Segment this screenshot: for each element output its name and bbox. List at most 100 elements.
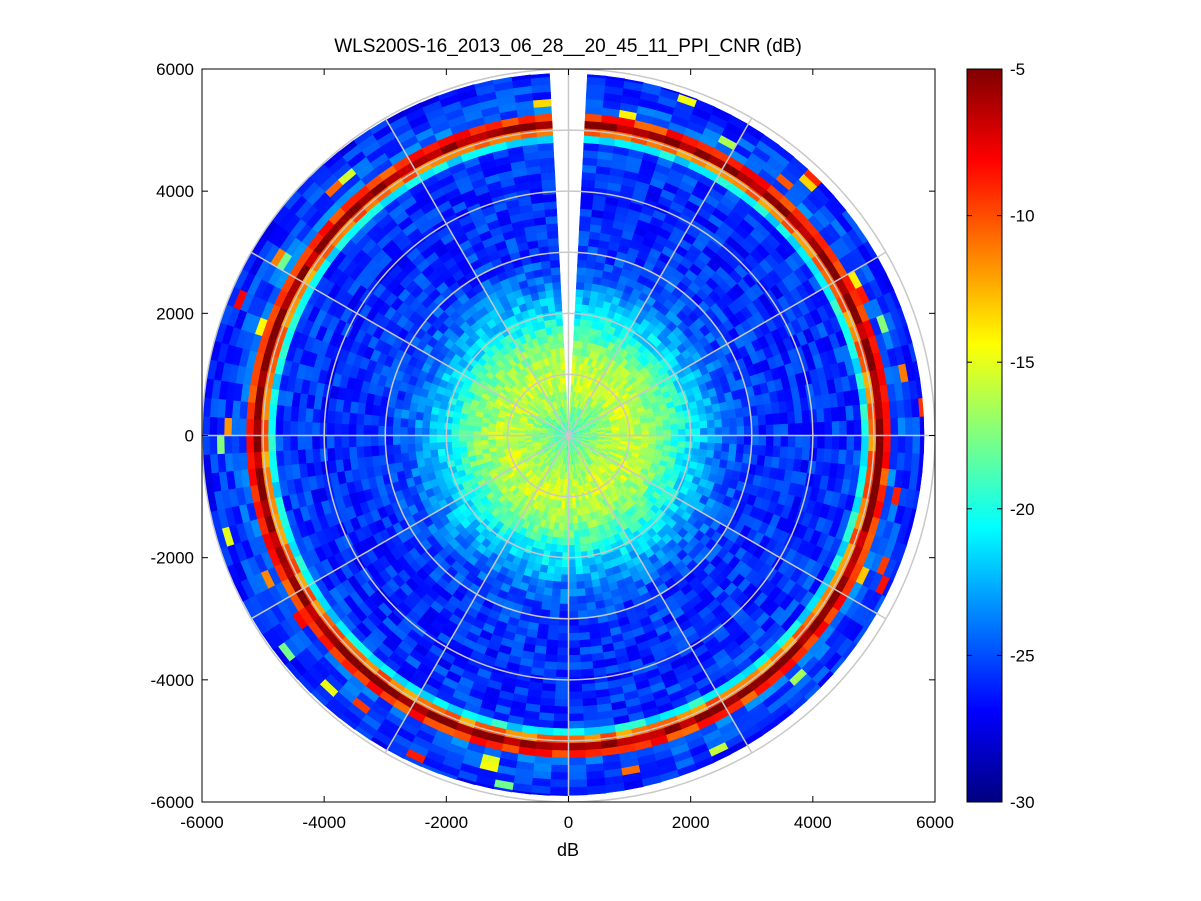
cnr-cell <box>875 418 884 436</box>
cnr-cell <box>558 610 569 620</box>
cnr-cell <box>568 713 584 722</box>
cnr-cell <box>559 588 569 598</box>
cnr-cell <box>809 422 818 436</box>
cnr-cell <box>861 435 870 452</box>
cnr-cell <box>852 450 862 467</box>
cnr-cell <box>568 728 585 737</box>
cnr-cell <box>260 403 270 421</box>
cnr-cell <box>543 661 557 670</box>
cnr-cell <box>759 134 780 152</box>
cnr-cell <box>348 435 357 448</box>
cnr-cell <box>290 449 300 465</box>
cnr-cell <box>549 786 569 795</box>
cnr-cell <box>714 435 723 444</box>
cnr-cell <box>568 647 581 656</box>
cnr-cell <box>407 410 417 420</box>
cnr-cell <box>684 441 694 449</box>
cnr-cell <box>450 429 459 436</box>
cnr-cell <box>852 404 862 421</box>
cnr-cell <box>304 407 314 423</box>
cnr-cell <box>326 409 336 424</box>
cnr-cell <box>859 403 869 421</box>
cnr-cell <box>568 735 585 744</box>
cnr-cell <box>568 691 583 700</box>
cnr-cell <box>415 411 424 421</box>
cnr-cell <box>443 428 452 436</box>
cnr-cell <box>268 450 278 468</box>
cnr-cell <box>465 424 474 431</box>
cnr-cell <box>541 594 552 604</box>
cnr-cell <box>551 750 569 759</box>
cnr-cell <box>304 448 314 464</box>
cnr-cell <box>574 318 582 327</box>
cnr-cell <box>890 417 899 436</box>
cnr-cell <box>890 435 899 454</box>
cnr-cell <box>576 274 586 283</box>
cnr-cell <box>817 435 826 450</box>
cnr-cell <box>399 435 408 445</box>
cnr-cell <box>587 557 597 567</box>
cnr-cell <box>582 712 599 722</box>
cnr-cell <box>758 435 767 447</box>
cnr-cell <box>867 403 877 421</box>
cnr-cell <box>209 416 218 436</box>
cnr-cell <box>700 427 709 436</box>
cnr-cell <box>575 581 585 590</box>
cnr-cell <box>414 419 423 429</box>
cnr-cell <box>700 435 709 444</box>
cnr-cell <box>707 427 716 436</box>
cnr-cell <box>568 545 575 554</box>
cnr-cell <box>678 435 687 442</box>
cnr-cell <box>260 435 269 452</box>
cnr-cell <box>663 435 672 442</box>
cnr-cell <box>605 75 626 82</box>
cnr-cell <box>624 78 644 85</box>
cnr-cell <box>751 425 760 436</box>
cnr-cell <box>443 435 452 443</box>
cnr-cell <box>282 435 291 451</box>
cnr-cell <box>582 565 591 575</box>
cnr-cell <box>245 418 254 436</box>
cnr-cell <box>641 426 650 432</box>
cnr-cell <box>385 425 394 436</box>
cnr-cell <box>853 435 862 452</box>
cnr-cell <box>572 515 578 524</box>
cnr-cell <box>743 435 753 446</box>
cnr-cell <box>692 441 701 450</box>
cnr-cell <box>830 406 840 422</box>
cnr-cell <box>721 443 730 453</box>
cnr-cell <box>355 424 364 436</box>
cnr-cell <box>757 414 767 426</box>
cnr-cell <box>451 441 460 449</box>
cnr-cell <box>721 435 731 445</box>
cnr-cell <box>859 450 869 468</box>
cnr-cell <box>677 441 686 449</box>
cnr-cell <box>538 712 555 722</box>
cnr-cell <box>579 215 592 225</box>
cnr-cell <box>736 426 745 436</box>
cnr-cell <box>377 425 386 436</box>
cnr-cell <box>393 452 403 464</box>
cnr-cell <box>429 449 439 458</box>
cnr-cell <box>580 186 595 196</box>
cnr-cell <box>919 435 925 455</box>
cnr-cell <box>579 646 592 656</box>
cnr-cell <box>794 447 803 461</box>
cnr-cell <box>578 624 590 634</box>
cnr-cell <box>824 435 833 450</box>
cnr-cell <box>550 595 561 605</box>
cnr-cell <box>556 654 569 663</box>
cnr-cell <box>883 418 892 436</box>
cnr-cell <box>549 779 569 788</box>
cnr-cell <box>579 543 588 553</box>
cnr-cell <box>846 435 855 451</box>
cnr-cell <box>583 734 601 744</box>
cnr-cell <box>560 581 569 590</box>
cnr-cell <box>406 435 416 445</box>
cnr-cell <box>662 419 671 426</box>
cnr-cell <box>568 720 585 729</box>
cnr-cell <box>421 427 430 436</box>
cnr-cell <box>663 440 672 447</box>
cnr-cell <box>787 435 796 448</box>
cnr-cell <box>576 595 587 605</box>
